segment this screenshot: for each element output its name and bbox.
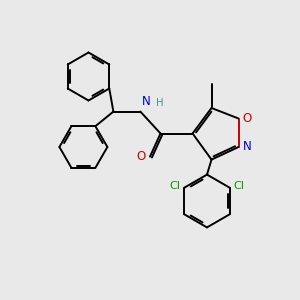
Text: Cl: Cl — [169, 181, 180, 191]
Text: H: H — [156, 98, 164, 108]
Text: O: O — [137, 150, 146, 163]
Text: N: N — [243, 140, 251, 154]
Text: Cl: Cl — [234, 181, 245, 191]
Text: N: N — [142, 95, 151, 108]
Text: O: O — [243, 112, 252, 125]
